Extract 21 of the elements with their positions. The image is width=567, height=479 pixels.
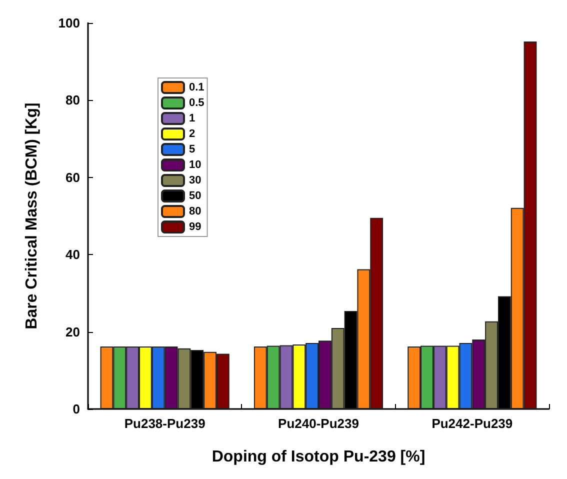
legend-label: 50: [189, 190, 202, 202]
y-tick-label: 40: [66, 247, 80, 262]
y-tick-label: 0: [72, 402, 80, 416]
x-tick-label: Pu238-Pu239: [124, 416, 206, 431]
x-tick-label: Pu240-Pu239: [278, 416, 359, 431]
legend-label: 1: [189, 112, 196, 124]
x-tick-label: Pu242-Pu239: [432, 416, 513, 431]
y-axis-title: Bare Critical Mass (BCM) [Kg]: [24, 102, 40, 330]
x-axis-title: Doping of Isotop Pu-239 [%]: [212, 448, 426, 466]
legend-label: 0.5: [189, 97, 204, 109]
legend-label: 30: [189, 174, 202, 186]
y-tick-label: 60: [66, 170, 80, 185]
legend-label: 10: [189, 159, 202, 171]
legend-label: 99: [189, 221, 202, 233]
legend-label: 2: [189, 128, 196, 140]
y-tick-label: 100: [58, 16, 80, 30]
y-tick-label: 80: [66, 92, 80, 108]
y-tick-label: 20: [66, 324, 80, 340]
legend-label: 0.1: [189, 82, 204, 94]
legend-label: 80: [189, 206, 202, 218]
legend-label: 5: [189, 144, 196, 156]
